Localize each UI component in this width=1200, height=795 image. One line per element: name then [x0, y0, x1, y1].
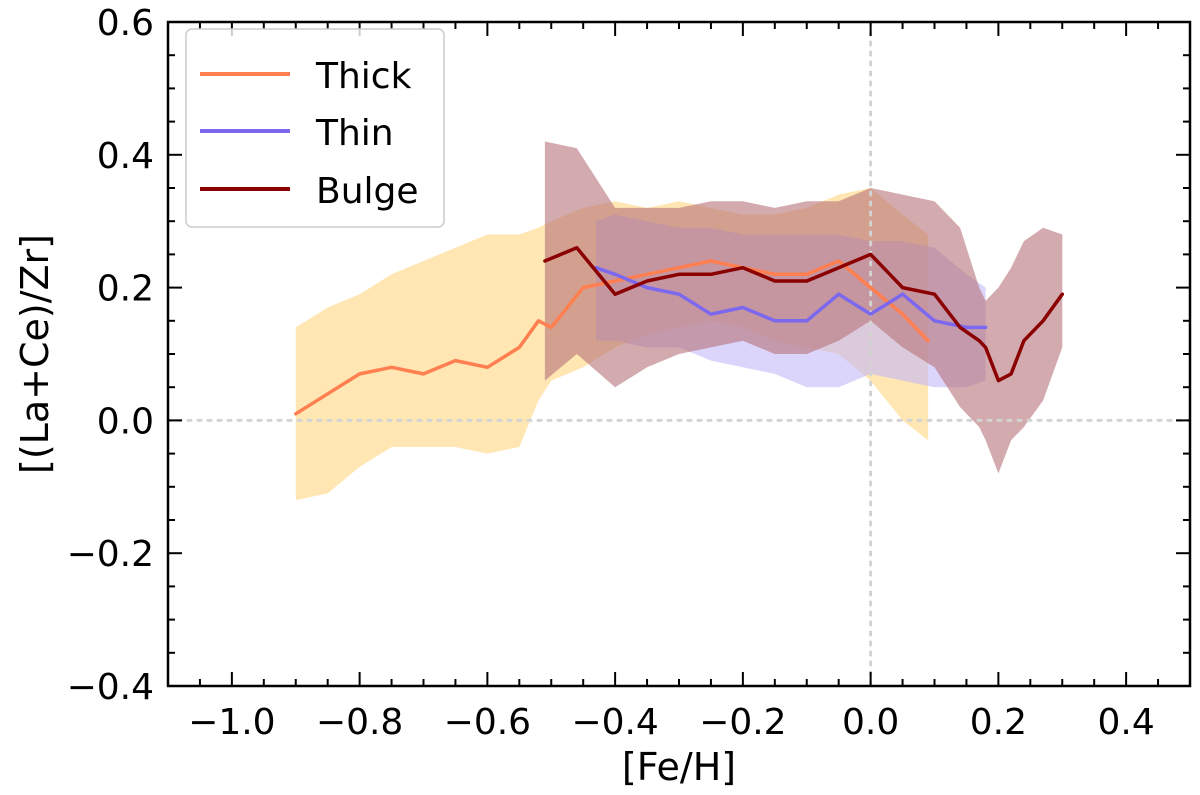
y-tick-label: 0.4: [97, 136, 154, 177]
legend-label-bulge: Bulge: [316, 171, 419, 212]
x-axis-label: [Fe/H]: [622, 745, 736, 789]
x-tick-label: −0.6: [444, 702, 531, 743]
legend-label-thick: Thick: [315, 56, 412, 97]
reference-lines: [166, 20, 1192, 688]
series-lines: [294, 246, 1065, 416]
confidence-bands: [295, 141, 1063, 501]
x-tick-label: −0.2: [699, 702, 786, 743]
y-axis-label: [(La+Ce)/Zr]: [13, 234, 57, 474]
y-tick-label: 0.2: [97, 269, 154, 310]
band-bulge: [544, 141, 1063, 474]
x-tick-label: 0.4: [1097, 702, 1154, 743]
legend-box: [185, 28, 445, 228]
plot-frame: [166, 20, 1192, 688]
x-tick-label: 0.0: [842, 702, 899, 743]
tick-labels: −1.0 −0.8 −0.6 −0.4 −0.2 0.0 0.2 0.4 −0.4 −0.2 0.0…: [67, 3, 1155, 743]
line-bulge: [543, 246, 1065, 383]
legend: Thick Thin Bulge: [185, 28, 445, 228]
x-tick-label: −0.8: [316, 702, 403, 743]
x-tick-label: 0.2: [970, 702, 1027, 743]
legend-label-thin: Thin: [315, 113, 394, 154]
y-tick-label: 0.0: [97, 401, 154, 442]
y-tick-label: 0.6: [97, 3, 154, 44]
line-thick: [294, 259, 930, 416]
x-tick-label: −0.4: [571, 702, 658, 743]
line-thin: [594, 265, 988, 330]
y-tick-label: −0.2: [67, 534, 154, 575]
x-tick-label: −1.0: [188, 702, 275, 743]
y-tick-label: −0.4: [67, 667, 154, 708]
